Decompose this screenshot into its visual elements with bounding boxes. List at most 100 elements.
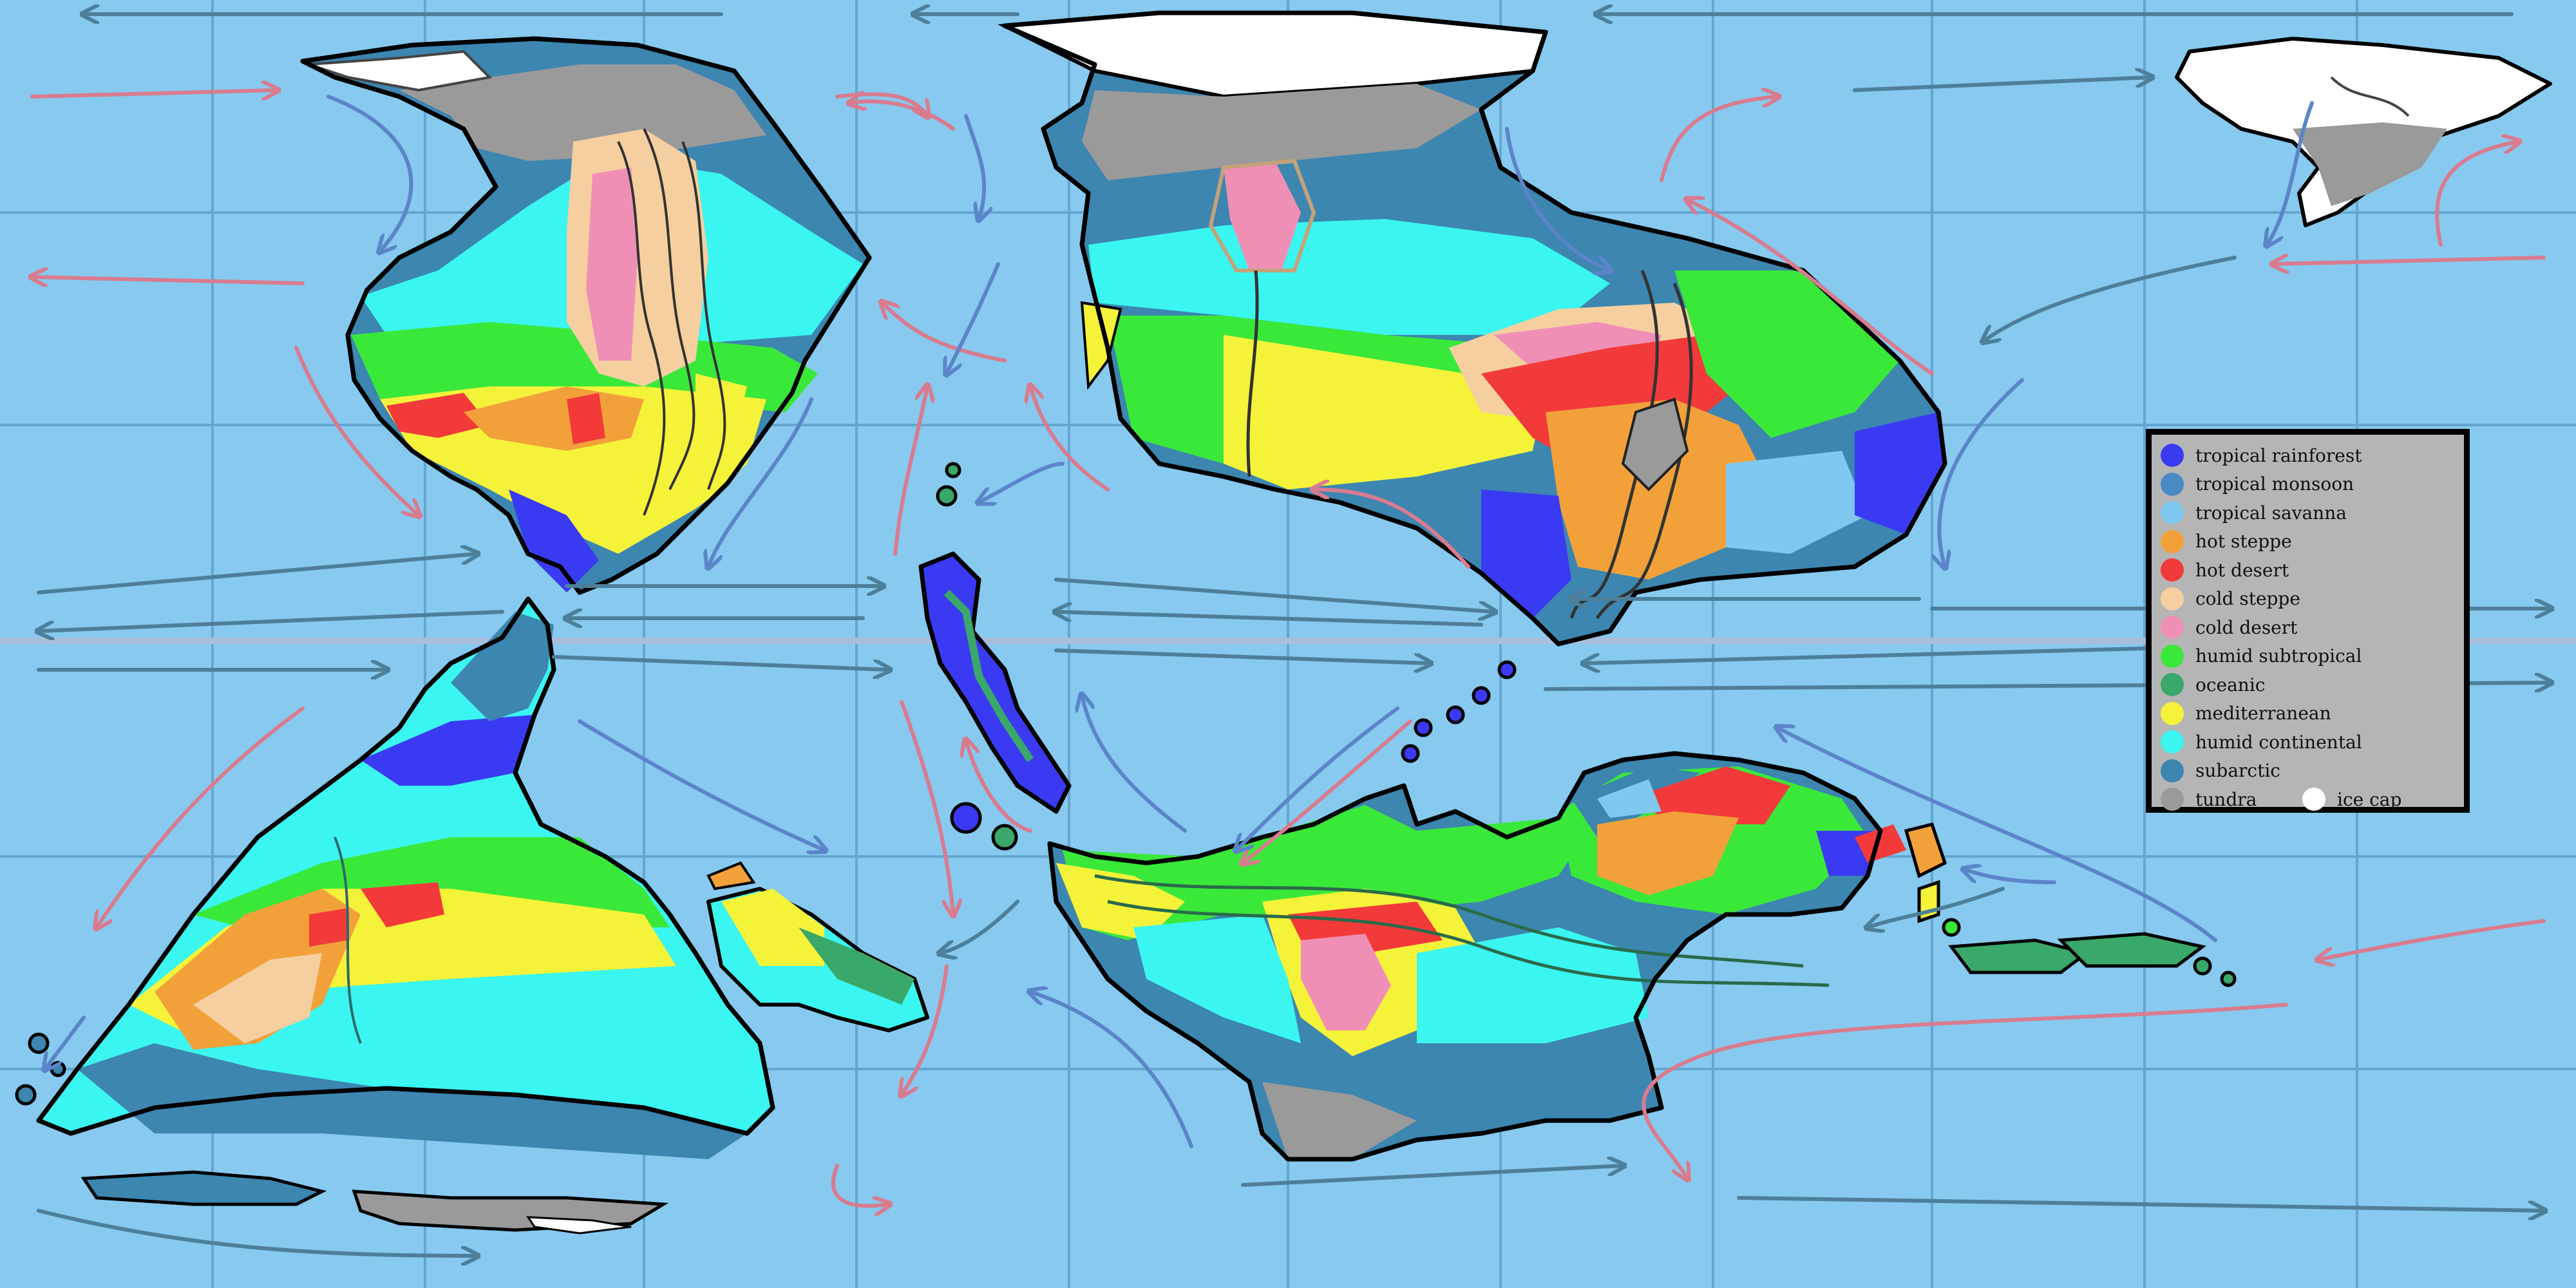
central-archipelago	[918, 462, 1072, 851]
current-arrow	[1505, 127, 1610, 270]
legend-item-humid-continental: humid continental	[2161, 728, 2455, 757]
current-arrow	[966, 741, 1032, 833]
legend-item-hot-steppe: hot steppe	[2161, 527, 2455, 556]
current-arrow	[1243, 719, 1412, 863]
current-arrow	[902, 964, 949, 1095]
current-arrow	[2267, 101, 2314, 245]
legend-item-humid-subtropical: humid subtropical	[2161, 642, 2455, 671]
legend-item-oceanic: oceanic	[2161, 670, 2455, 699]
swatch-circle-icon	[2161, 529, 2184, 553]
legend-item-tropical-rainforest: tropical rainforest	[2161, 441, 2455, 470]
current-arrow	[1054, 578, 1494, 612]
current-arrow	[1687, 200, 1934, 375]
current-arrow	[30, 90, 277, 97]
swatch-circle-icon	[2161, 701, 2184, 725]
legend-label: tundra	[2195, 788, 2257, 810]
current-arrow	[1054, 649, 1430, 663]
legend-item-hot-desert: hot desert	[2161, 556, 2455, 585]
legend-label: cold desert	[2195, 616, 2298, 638]
current-arrow	[900, 700, 953, 914]
swatch-circle-icon	[2161, 616, 2184, 639]
legend-item-mediterranean: mediterranean	[2161, 699, 2455, 728]
legend-label: mediterranean	[2195, 703, 2331, 724]
current-arrow	[835, 92, 927, 116]
ocean-currents	[32, 14, 2550, 1256]
current-arrow	[1984, 256, 2237, 341]
swatch-circle-icon	[2161, 673, 2184, 697]
legend-item-subarctic: subarctic	[2161, 757, 2455, 786]
current-arrow	[552, 655, 889, 670]
swatch-circle-icon	[2161, 444, 2184, 468]
legend-label: hot steppe	[2195, 531, 2292, 553]
climate-legend: tropical rainforest tropical monsoon tropi…	[2146, 429, 2470, 813]
current-arrow	[893, 386, 927, 556]
legend-label: tropical rainforest	[2195, 444, 2362, 466]
legend-item-ice-cap: ice cap	[2302, 785, 2401, 814]
swatch-circle-icon	[2302, 788, 2325, 811]
current-arrow	[1964, 869, 2056, 884]
current-arrow	[940, 900, 1019, 953]
legend-label: tropical monsoon	[2195, 473, 2354, 495]
swatch-circle-icon	[2161, 788, 2184, 811]
current-arrow	[37, 1209, 477, 1256]
legend-label: cold steppe	[2195, 588, 2300, 610]
legend-label: subarctic	[2195, 760, 2280, 782]
current-arrow	[1082, 696, 1187, 833]
legend-label: tropical savanna	[2195, 502, 2347, 524]
swatch-circle-icon	[2161, 558, 2184, 582]
current-arrow	[1868, 887, 2005, 927]
northwest-continent	[300, 36, 872, 595]
current-arrow	[1737, 1196, 2544, 1211]
swatch-circle-icon	[2161, 730, 2184, 754]
current-arrow	[1030, 386, 1110, 491]
current-arrow	[1056, 612, 1483, 627]
current-arrow	[578, 719, 824, 850]
legend-label: ice cap	[2337, 788, 2402, 810]
east-island-chain	[1401, 660, 1517, 763]
current-arrow	[1939, 378, 2024, 567]
current-arrow	[1660, 97, 1777, 182]
current-arrow	[979, 462, 1065, 502]
current-arrow	[831, 1164, 889, 1206]
swatch-circle-icon	[2161, 587, 2184, 611]
legend-item-cold-steppe: cold steppe	[2161, 585, 2455, 614]
legend-label: humid subtropical	[2195, 645, 2362, 667]
current-arrow	[294, 346, 419, 515]
legend-label: humid continental	[2195, 731, 2362, 753]
swatch-circle-icon	[2161, 501, 2184, 525]
current-arrow	[32, 277, 305, 283]
current-arrow	[964, 114, 984, 219]
legend-item-tundra: tundra ice cap	[2161, 785, 2455, 814]
southwest-continent	[36, 596, 775, 1159]
current-arrow	[850, 101, 955, 131]
current-arrow	[1853, 77, 2151, 92]
current-arrow	[882, 303, 1007, 363]
current-arrow	[37, 554, 477, 594]
current-arrow	[1241, 1166, 1623, 1187]
current-arrow	[947, 262, 1000, 374]
legend-item-tropical-savanna: tropical savanna	[2161, 498, 2455, 527]
current-arrow	[1642, 1003, 2288, 1179]
legend-item-cold-desert: cold desert	[2161, 613, 2455, 642]
current-arrow	[39, 610, 504, 631]
northeast-island	[2175, 37, 2552, 227]
current-arrow	[1236, 706, 1399, 850]
southern-islands	[80, 1170, 669, 1235]
southwest-peninsula	[706, 861, 929, 1032]
swatch-circle-icon	[2161, 472, 2184, 496]
swatch-circle-icon	[2161, 644, 2184, 668]
current-arrow	[1777, 728, 2217, 942]
current-arrow	[708, 397, 813, 567]
current-arrow	[2273, 258, 2546, 264]
swatch-circle-icon	[2161, 759, 2184, 782]
legend-label: oceanic	[2195, 674, 2266, 696]
current-arrow	[327, 95, 413, 251]
current-arrow	[1314, 489, 1470, 569]
north-central-continent	[998, 10, 1947, 647]
legend-label: hot desert	[2195, 559, 2289, 581]
current-arrow	[2435, 142, 2518, 247]
current-arrow	[1030, 992, 1193, 1148]
current-arrow	[45, 1016, 86, 1069]
legend-item-tropical-monsoon: tropical monsoon	[2161, 470, 2455, 499]
